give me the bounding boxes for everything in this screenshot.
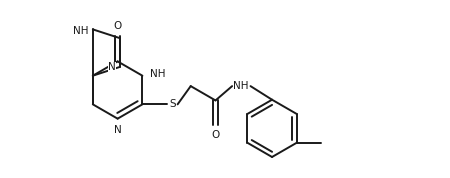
Text: O: O (113, 21, 122, 31)
Text: NH: NH (73, 26, 89, 36)
Text: N: N (108, 62, 116, 72)
Text: NH: NH (233, 81, 248, 91)
Text: S: S (169, 99, 176, 109)
Text: NH: NH (149, 69, 165, 79)
Text: O: O (212, 130, 220, 140)
Text: N: N (114, 125, 122, 135)
